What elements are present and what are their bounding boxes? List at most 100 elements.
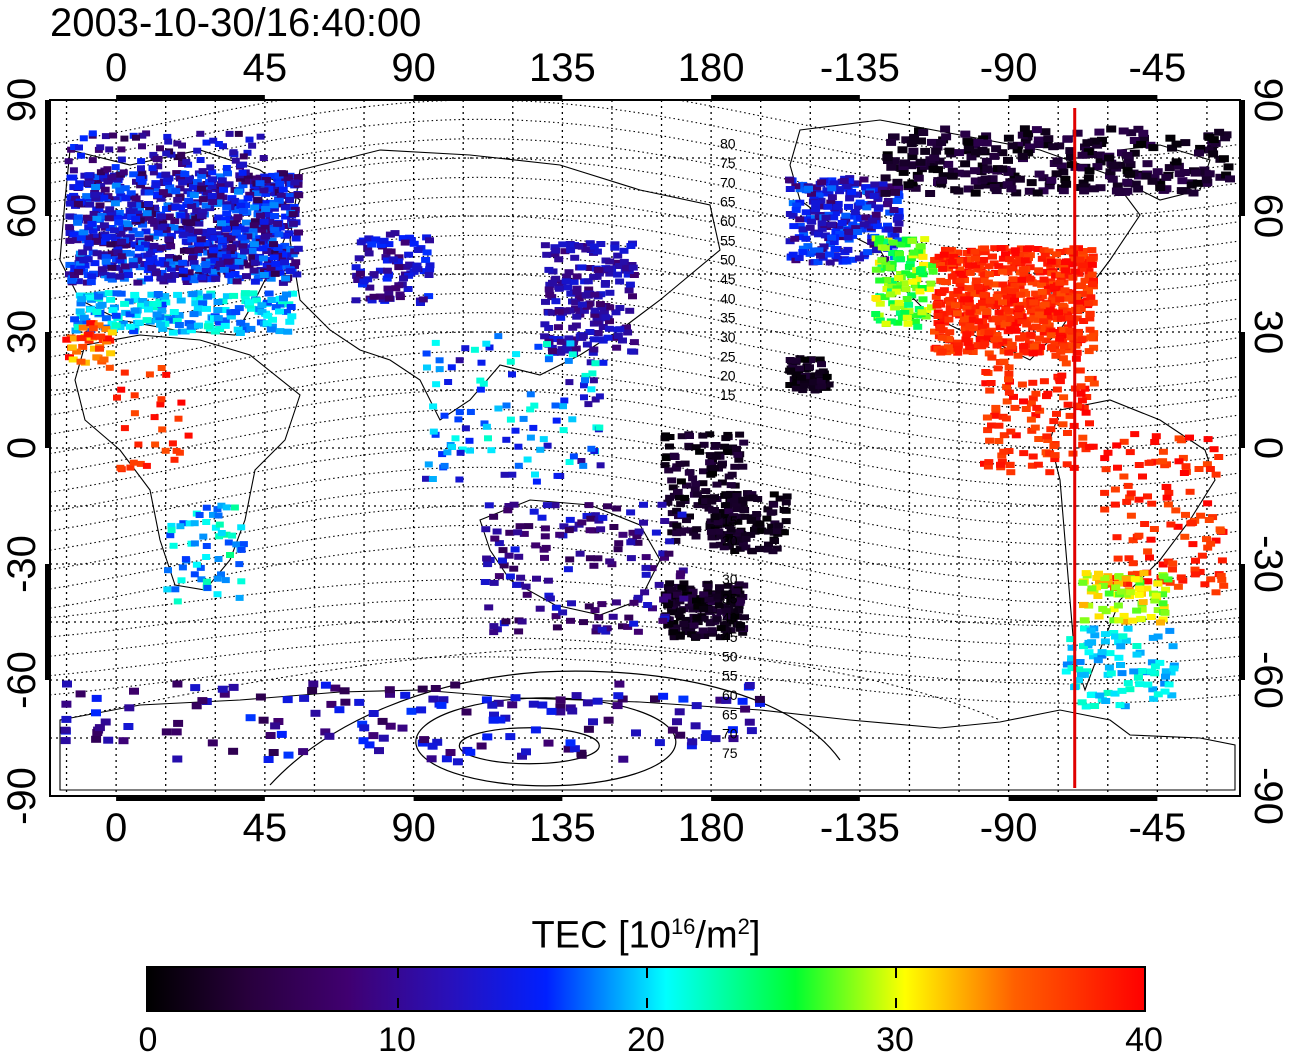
tec-cell: [202, 504, 211, 511]
tec-cell: [151, 182, 161, 189]
tec-cell: [452, 758, 463, 766]
tec-cell: [1146, 614, 1156, 620]
bottom-lon-label: -90: [979, 806, 1038, 850]
tec-cell: [156, 321, 166, 328]
tec-cell: [422, 475, 430, 482]
tec-cell: [195, 512, 204, 518]
tec-cell: [142, 210, 152, 217]
tec-cell: [72, 348, 82, 355]
tec-cell: [1012, 259, 1022, 266]
tec-cell: [118, 737, 129, 745]
tec-cell: [989, 152, 1000, 160]
tec-cell: [1133, 185, 1144, 193]
colorbar-tick: [397, 998, 399, 1008]
tec-cell: [878, 181, 888, 188]
tec-cell: [192, 207, 202, 214]
tec-cell: [215, 319, 225, 326]
tec-cell: [1204, 170, 1215, 178]
tec-cell: [909, 249, 919, 256]
tec-cell: [894, 184, 903, 191]
contour-label: 60: [720, 213, 736, 229]
tec-cell: [1004, 376, 1013, 383]
tec-cell: [1129, 149, 1140, 157]
tec-cell: [889, 207, 899, 213]
tec-cell: [192, 179, 202, 185]
tec-cell: [1055, 271, 1065, 278]
tec-cell: [556, 314, 566, 321]
tec-cell: [1031, 290, 1041, 297]
tec-cell: [1078, 434, 1088, 441]
tec-cell: [946, 301, 955, 308]
tec-cell: [173, 227, 183, 234]
tec-cell: [1079, 601, 1089, 608]
tec-cell: [1009, 172, 1020, 180]
tec-cell: [947, 172, 958, 180]
tec-cell: [1072, 129, 1083, 137]
tec-cell: [173, 140, 182, 147]
tec-cell: [883, 222, 892, 229]
tec-cell: [1047, 297, 1057, 304]
tec-cell: [291, 235, 301, 242]
tec-cell: [154, 155, 163, 162]
tec-cell: [1012, 316, 1022, 323]
tec-cell: [157, 301, 167, 308]
tec-cell: [556, 338, 566, 345]
tec-cell: [239, 326, 249, 333]
tec-cell: [583, 725, 594, 733]
tec-cell: [106, 241, 116, 248]
left-lat-label: 90: [0, 77, 44, 123]
tec-cell: [182, 279, 192, 285]
tec-cell: [188, 255, 197, 262]
tec-cell: [750, 528, 760, 535]
tec-cell: [1012, 146, 1023, 154]
tec-cell: [995, 324, 1005, 331]
tec-cell: [892, 198, 902, 204]
tec-cell: [255, 693, 266, 701]
tec-cell: [595, 393, 604, 400]
tec-cell: [207, 183, 217, 190]
tec-cell: [785, 367, 795, 374]
tec-cell: [781, 499, 791, 506]
top-lon-label: 135: [528, 46, 596, 90]
tec-cell: [226, 552, 234, 558]
tec-cell: [1080, 183, 1091, 191]
contour-label: 75: [722, 745, 738, 761]
colorbar-tick: [646, 998, 648, 1008]
tec-cell: [1075, 367, 1085, 374]
tec-cell: [213, 315, 223, 322]
tec-cell: [215, 533, 224, 540]
tec-cell: [136, 182, 146, 189]
tec-cell: [510, 546, 520, 553]
tec-cell: [1130, 180, 1141, 188]
tec-cell: [540, 525, 550, 532]
tec-cell: [781, 518, 791, 525]
tec-cell: [674, 611, 684, 618]
tec-cell: [994, 263, 1004, 270]
tec-cell: [566, 617, 575, 624]
contour-line: [50, 389, 1240, 468]
tec-cell: [886, 138, 897, 146]
tec-cell: [1033, 246, 1043, 252]
tec-cell: [1214, 454, 1224, 460]
tec-cell: [255, 180, 265, 187]
tec-cell: [1067, 655, 1077, 662]
tec-cell: [625, 281, 635, 288]
tec-cell: [107, 264, 117, 271]
tec-cell: [1186, 181, 1197, 189]
tec-cell: [575, 550, 585, 557]
tec-cell: [275, 270, 285, 277]
tec-cell: [138, 221, 147, 228]
tec-cell: [658, 692, 669, 700]
tec-cell: [898, 168, 909, 176]
tec-cell: [271, 260, 281, 267]
tec-cell: [88, 157, 97, 164]
tec-cell: [1089, 277, 1098, 284]
tec-cell: [1052, 157, 1063, 165]
tec-cell: [117, 146, 126, 153]
tec-cell: [892, 281, 902, 288]
tec-cell: [954, 149, 965, 157]
tec-cell: [547, 344, 557, 351]
tec-cell: [1081, 570, 1091, 577]
tec-cell: [208, 234, 217, 241]
tec-cell: [230, 197, 240, 204]
